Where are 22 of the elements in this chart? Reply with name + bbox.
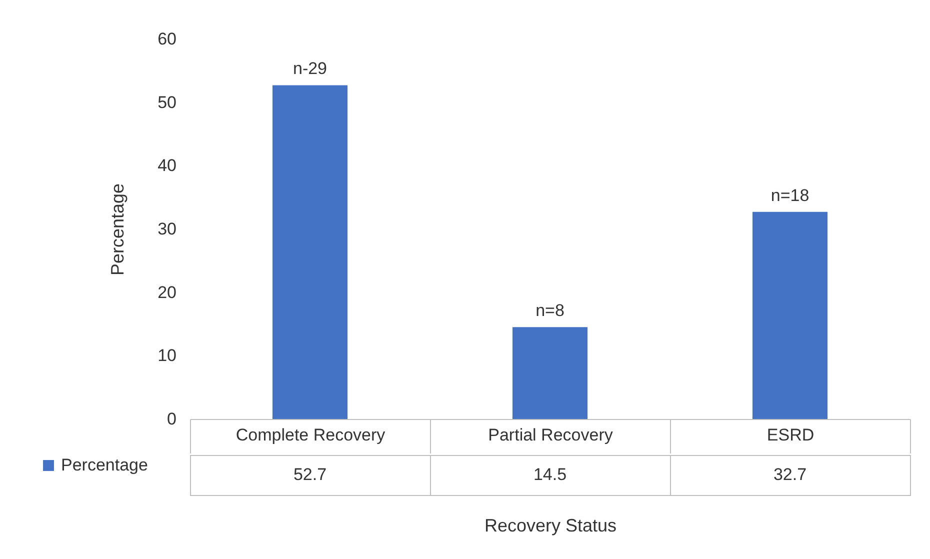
annotation: n-29 — [292, 59, 328, 78]
bar — [272, 85, 348, 419]
bar — [512, 327, 588, 419]
data-label: 32.7 — [773, 465, 807, 484]
bar — [752, 212, 828, 419]
data-label: 14.5 — [533, 465, 567, 484]
x-axis-title: Recovery Status — [484, 516, 617, 536]
y-tick-label: 40 — [158, 156, 176, 176]
x-tick-label: Partial Recovery — [488, 426, 614, 444]
data-label: 52.7 — [293, 465, 327, 484]
y-tick-label: 30 — [158, 220, 176, 238]
annotation: n=8 — [536, 301, 564, 320]
y-tick-label: 50 — [158, 92, 176, 112]
y-tick-label: 20 — [158, 282, 176, 302]
y-tick-label: 10 — [158, 346, 176, 366]
annotation: n=18 — [770, 186, 810, 205]
y-tick-label: 60 — [158, 30, 176, 48]
y-axis-title: Percentage — [108, 183, 128, 276]
x-tick-label: ESRD — [766, 426, 814, 444]
legend-label: Percentage — [61, 456, 148, 474]
x-tick-label: Complete Recovery — [236, 426, 386, 444]
y-tick-label: 0 — [167, 410, 176, 428]
